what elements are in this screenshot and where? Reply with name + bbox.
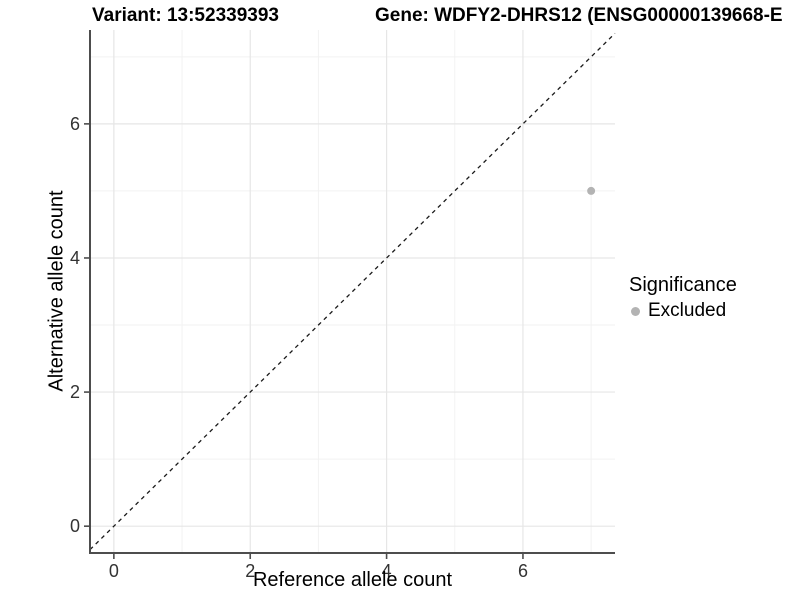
x-tick-label: 6 bbox=[518, 561, 528, 581]
gene-title: Gene: WDFY2-DHRS12 (ENSG00000139668-E bbox=[375, 5, 783, 26]
legend-title: Significance bbox=[629, 274, 737, 296]
y-tick-label: 2 bbox=[70, 382, 80, 402]
x-tick-label: 2 bbox=[245, 561, 255, 581]
identity-dashed-line bbox=[89, 32, 616, 551]
excluded-point-marker bbox=[631, 306, 640, 316]
y-axis-title: Alternative allele count bbox=[45, 190, 68, 392]
x-axis-title: Reference allele count bbox=[252, 569, 452, 591]
legend-item-excluded: Excluded bbox=[629, 300, 737, 322]
x-tick-label: 4 bbox=[382, 561, 392, 581]
data-point bbox=[587, 186, 596, 195]
y-tick-label: 6 bbox=[70, 114, 80, 134]
x-tick-label: 0 bbox=[109, 561, 119, 581]
variant-title: Variant: 13:52339393 bbox=[92, 5, 279, 26]
legend-item-label: Excluded bbox=[648, 300, 727, 321]
legend: Significance Excluded bbox=[629, 274, 737, 322]
y-tick-label: 0 bbox=[70, 516, 80, 536]
y-tick-label: 4 bbox=[70, 248, 80, 268]
